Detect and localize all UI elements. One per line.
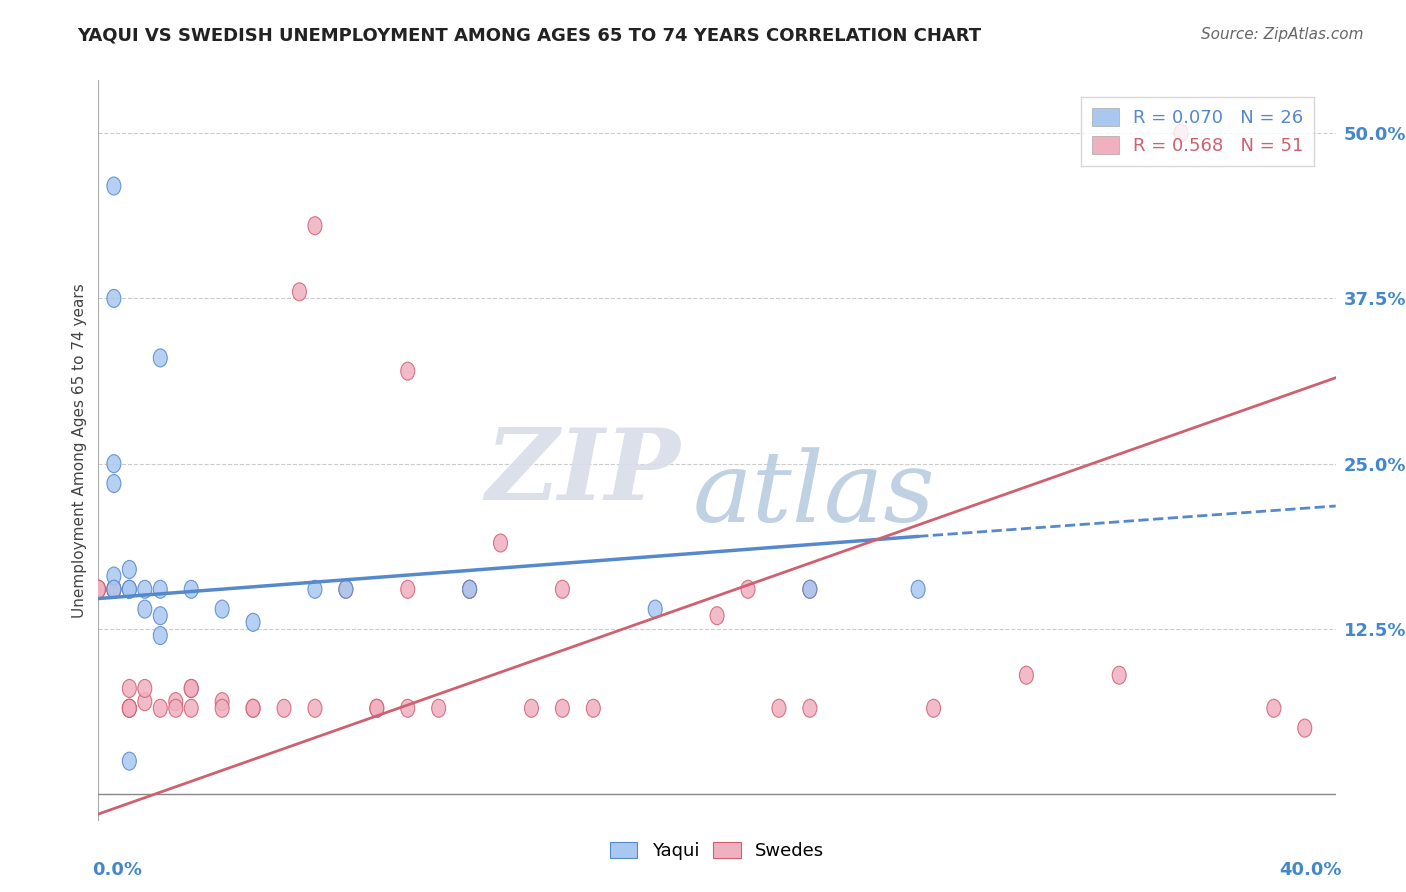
- Ellipse shape: [308, 217, 322, 235]
- Ellipse shape: [803, 699, 817, 717]
- Ellipse shape: [308, 581, 322, 599]
- Ellipse shape: [524, 699, 538, 717]
- Ellipse shape: [153, 607, 167, 624]
- Ellipse shape: [741, 581, 755, 599]
- Ellipse shape: [648, 600, 662, 618]
- Ellipse shape: [246, 699, 260, 717]
- Ellipse shape: [184, 581, 198, 599]
- Ellipse shape: [153, 626, 167, 645]
- Ellipse shape: [122, 560, 136, 578]
- Ellipse shape: [138, 680, 152, 698]
- Ellipse shape: [107, 581, 121, 599]
- Ellipse shape: [401, 581, 415, 599]
- Ellipse shape: [91, 581, 105, 599]
- Ellipse shape: [107, 581, 121, 599]
- Ellipse shape: [494, 534, 508, 552]
- Ellipse shape: [803, 581, 817, 599]
- Ellipse shape: [122, 581, 136, 599]
- Ellipse shape: [107, 581, 121, 599]
- Text: 0.0%: 0.0%: [93, 862, 142, 880]
- Ellipse shape: [91, 581, 105, 599]
- Ellipse shape: [153, 581, 167, 599]
- Ellipse shape: [277, 699, 291, 717]
- Ellipse shape: [927, 699, 941, 717]
- Text: 40.0%: 40.0%: [1279, 862, 1341, 880]
- Ellipse shape: [138, 693, 152, 711]
- Ellipse shape: [122, 699, 136, 717]
- Ellipse shape: [153, 699, 167, 717]
- Text: Source: ZipAtlas.com: Source: ZipAtlas.com: [1201, 27, 1364, 42]
- Ellipse shape: [122, 699, 136, 717]
- Ellipse shape: [122, 680, 136, 698]
- Ellipse shape: [153, 349, 167, 367]
- Ellipse shape: [339, 581, 353, 599]
- Ellipse shape: [710, 607, 724, 624]
- Ellipse shape: [1267, 699, 1281, 717]
- Ellipse shape: [803, 581, 817, 599]
- Ellipse shape: [401, 362, 415, 380]
- Ellipse shape: [122, 699, 136, 717]
- Ellipse shape: [308, 699, 322, 717]
- Ellipse shape: [184, 680, 198, 698]
- Ellipse shape: [169, 693, 183, 711]
- Ellipse shape: [911, 581, 925, 599]
- Ellipse shape: [432, 699, 446, 717]
- Ellipse shape: [463, 581, 477, 599]
- Ellipse shape: [1019, 666, 1033, 684]
- Ellipse shape: [246, 699, 260, 717]
- Ellipse shape: [122, 581, 136, 599]
- Ellipse shape: [401, 699, 415, 717]
- Ellipse shape: [555, 581, 569, 599]
- Ellipse shape: [107, 455, 121, 473]
- Ellipse shape: [184, 680, 198, 698]
- Ellipse shape: [292, 283, 307, 301]
- Ellipse shape: [586, 699, 600, 717]
- Text: ZIP: ZIP: [485, 425, 681, 521]
- Text: atlas: atlas: [692, 447, 935, 542]
- Ellipse shape: [169, 699, 183, 717]
- Ellipse shape: [107, 581, 121, 599]
- Ellipse shape: [215, 600, 229, 618]
- Y-axis label: Unemployment Among Ages 65 to 74 years: Unemployment Among Ages 65 to 74 years: [72, 283, 87, 618]
- Ellipse shape: [370, 699, 384, 717]
- Ellipse shape: [1112, 666, 1126, 684]
- Ellipse shape: [91, 581, 105, 599]
- Ellipse shape: [463, 581, 477, 599]
- Legend: Yaqui, Swedes: Yaqui, Swedes: [603, 834, 831, 867]
- Ellipse shape: [138, 600, 152, 618]
- Ellipse shape: [122, 752, 136, 770]
- Ellipse shape: [1298, 719, 1312, 737]
- Ellipse shape: [555, 699, 569, 717]
- Ellipse shape: [463, 581, 477, 599]
- Ellipse shape: [246, 614, 260, 632]
- Ellipse shape: [215, 693, 229, 711]
- Ellipse shape: [107, 475, 121, 492]
- Ellipse shape: [107, 289, 121, 308]
- Ellipse shape: [107, 177, 121, 195]
- Ellipse shape: [772, 699, 786, 717]
- Ellipse shape: [1174, 124, 1188, 142]
- Ellipse shape: [138, 581, 152, 599]
- Text: YAQUI VS SWEDISH UNEMPLOYMENT AMONG AGES 65 TO 74 YEARS CORRELATION CHART: YAQUI VS SWEDISH UNEMPLOYMENT AMONG AGES…: [77, 27, 981, 45]
- Ellipse shape: [339, 581, 353, 599]
- Ellipse shape: [184, 699, 198, 717]
- Ellipse shape: [370, 699, 384, 717]
- Ellipse shape: [107, 567, 121, 585]
- Ellipse shape: [215, 699, 229, 717]
